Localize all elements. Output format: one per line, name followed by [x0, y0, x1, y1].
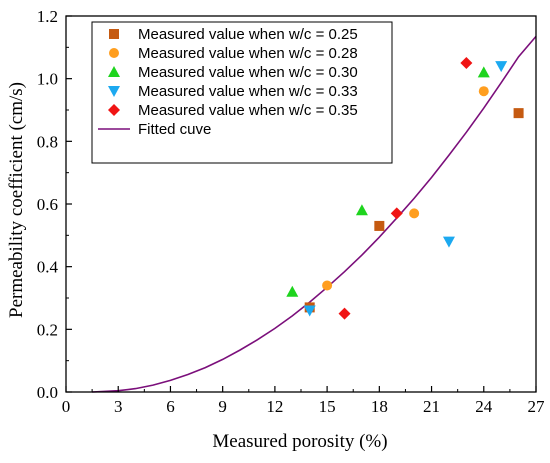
y-tick-label-6: 1.2 — [37, 7, 58, 26]
data-point-s4-3 — [495, 61, 508, 73]
x-tick-label-3: 9 — [218, 397, 227, 416]
legend-label-2: Measured value when w/c = 0.28 — [138, 45, 358, 62]
legend-marker-4 — [108, 86, 120, 97]
data-point-s3-3 — [477, 66, 490, 78]
y-tick-label-4: 0.8 — [37, 132, 58, 151]
data-point-s2-1 — [322, 280, 333, 291]
data-point-s5-3 — [460, 57, 473, 69]
data-point-s2-3 — [478, 86, 489, 97]
y-tick-label-1: 0.2 — [37, 320, 58, 339]
legend-label-4: Measured value when w/c = 0.33 — [138, 83, 358, 100]
legend-marker-2 — [109, 48, 119, 58]
y-tick-label-2: 0.4 — [37, 258, 59, 277]
x-axis-title: Measured porosity (%) — [212, 431, 387, 452]
legend-label-3: Measured value when w/c = 0.30 — [138, 64, 358, 81]
data-point-s4-2 — [442, 236, 455, 248]
legend-marker-3 — [108, 66, 120, 77]
x-tick-label-2: 6 — [166, 397, 175, 416]
y-tick-label-3: 0.6 — [37, 195, 58, 214]
y-tick-label-0: 0.0 — [37, 383, 58, 402]
data-point-s4-1 — [303, 305, 316, 317]
data-point-s5-1 — [338, 307, 351, 320]
x-tick-label-4: 12 — [266, 397, 283, 416]
legend-marker-5 — [108, 104, 120, 116]
plot-area — [92, 35, 537, 393]
x-tick-label-6: 18 — [371, 397, 388, 416]
x-tick-label-8: 24 — [475, 397, 493, 416]
data-point-s5-2 — [390, 207, 403, 220]
legend-marker-1 — [109, 29, 119, 39]
y-tick-label-5: 1.0 — [37, 70, 58, 89]
data-point-s3-2 — [355, 204, 368, 216]
data-point-s1-3 — [513, 108, 524, 119]
axes: 0 3 6 9 12 15 18 21 24 27 0.0 0.2 0.4 0.6 0.8 1.0 1.2 — [37, 7, 545, 416]
x-tick-label-7: 21 — [423, 397, 440, 416]
legend-label-fitted: Fitted cuve — [138, 121, 211, 138]
legend-box — [91, 21, 393, 164]
y-axis-title: Permeability coefficient (cm/s) — [6, 82, 27, 318]
x-tick-label-0: 0 — [62, 397, 71, 416]
legend-label-1: Measured value when w/c = 0.25 — [138, 26, 358, 43]
data-point-s3-1 — [286, 285, 299, 297]
x-tick-label-9: 27 — [528, 397, 546, 416]
data-point-s2-2 — [409, 208, 420, 219]
data-point-s1-2 — [374, 220, 385, 231]
legend: Measured value when w/c = 0.25 Measured v… — [91, 21, 393, 164]
fitted-curve-line — [92, 35, 537, 393]
x-tick-label-1: 3 — [114, 397, 123, 416]
x-tick-label-5: 15 — [319, 397, 336, 416]
legend-label-5: Measured value when w/c = 0.35 — [138, 102, 358, 119]
